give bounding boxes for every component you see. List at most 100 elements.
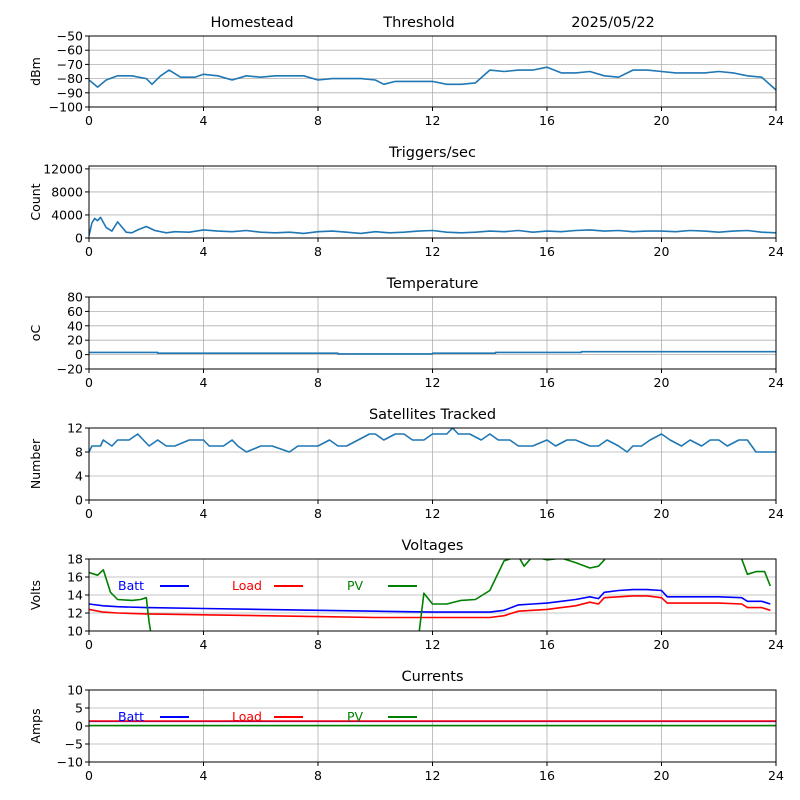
x-tick-label: 12 [425,768,441,783]
y-tick-label: 12 [67,421,83,436]
x-tick-label: 20 [654,244,670,259]
x-tick-label: 0 [85,506,93,521]
y-tick-label: 14 [67,588,83,603]
series-line-main [89,350,776,355]
x-tick-label: 20 [654,375,670,390]
x-tick-label: 12 [425,506,441,521]
x-tick-label: 20 [654,506,670,521]
x-tick-label: 0 [85,113,93,128]
x-tick-label: 12 [425,244,441,259]
series-line-pv [89,559,772,631]
panel-title: Voltages [402,538,464,554]
legend-label-pv: PV [347,709,364,724]
y-tick-label: 10 [67,624,83,639]
x-tick-label: 16 [539,506,555,521]
y-tick-label: 0 [75,231,83,246]
panel-5: 0 4 8 12 16 20 24 10 12 14 16 18 Voltages Volts Batt Lo… [28,538,784,652]
y-axis-label: Number [28,438,43,489]
x-tick-label: 16 [539,637,555,652]
y-tick-label: 8000 [51,184,83,199]
x-tick-label: 8 [314,244,322,259]
y-tick-label: 5 [75,701,83,716]
x-tick-label: 16 [539,113,555,128]
x-tick-label: 16 [539,244,555,259]
y-tick-label: −100 [49,100,83,115]
y-axis-label: dBm [28,57,43,86]
x-tick-label: 20 [654,768,670,783]
x-tick-label: 24 [768,637,784,652]
y-tick-label: 20 [67,333,83,348]
y-tick-label: 18 [67,552,83,567]
x-tick-label: 0 [85,637,93,652]
series-line-main [89,428,776,453]
y-tick-label: 60 [67,304,83,319]
x-tick-label: 8 [314,375,322,390]
y-axis-label: oC [28,325,43,342]
x-tick-label: 12 [425,113,441,128]
y-tick-label: −5 [65,737,83,752]
y-axis-label: Count [28,183,43,220]
x-tick-label: 16 [539,768,555,783]
y-axis-label: Volts [28,580,43,610]
y-tick-label: 10 [67,683,83,698]
y-tick-label: 12000 [43,161,83,176]
x-tick-label: 4 [200,375,208,390]
y-tick-label: −10 [57,755,83,770]
y-tick-label: −70 [57,57,83,72]
y-tick-label: 40 [67,318,83,333]
series-line-batt [89,588,771,613]
x-tick-label: 24 [768,244,784,259]
y-tick-label: 0 [75,719,83,734]
panel-1: 0 4 8 12 16 20 24 −50−60−70−80−90−100 dBm [28,29,784,129]
legend-label-batt: Batt [118,578,144,593]
x-tick-label: 12 [425,637,441,652]
legend-label-pv: PV [347,578,364,593]
panel-title: Currents [401,669,463,685]
x-tick-label: 4 [200,637,208,652]
series-line-main [89,66,776,91]
x-tick-label: 4 [200,506,208,521]
x-tick-label: 24 [768,768,784,783]
header-station: Homestead [210,15,293,31]
panel-title: Temperature [386,276,479,292]
panel-6: 0 4 8 12 16 20 24 −10 −5 0 5 10 Currents Amps Batt Load… [28,669,784,783]
y-tick-label: 0 [75,493,83,508]
y-tick-label: 4 [75,469,83,484]
y-tick-label: 4000 [51,207,83,222]
x-tick-label: 8 [314,113,322,128]
y-tick-label: −90 [57,85,83,100]
series-line-main [89,216,776,236]
x-tick-label: 12 [425,375,441,390]
panel-2: 0 4 8 12 16 20 24 0 4000 8000 12000 Triggers/sec Cou… [28,145,784,259]
y-tick-label: −80 [57,71,83,86]
panel-title: Satellites Tracked [369,407,496,423]
panel-4: 0 4 8 12 16 20 24 0 4 8 12 Satellites Tracked Number [28,407,784,521]
y-tick-label: −60 [57,43,83,58]
y-axis-label: Amps [28,708,43,743]
header-mode: Threshold [382,15,454,31]
x-tick-label: 0 [85,375,93,390]
x-tick-label: 8 [314,768,322,783]
x-tick-label: 4 [200,244,208,259]
y-tick-label: −50 [57,29,83,44]
x-tick-label: 8 [314,506,322,521]
x-tick-label: 24 [768,113,784,128]
x-tick-label: 0 [85,244,93,259]
x-tick-label: 20 [654,113,670,128]
y-tick-label: 8 [75,445,83,460]
x-tick-label: 20 [654,637,670,652]
header-date: 2025/05/22 [571,15,655,31]
x-tick-label: 24 [768,506,784,521]
y-tick-label: 80 [67,290,83,305]
x-tick-label: 16 [539,375,555,390]
legend-label-load: Load [232,709,262,724]
legend-label-load: Load [232,578,262,593]
legend-label-batt: Batt [118,709,144,724]
x-tick-label: 4 [200,113,208,128]
x-tick-label: 4 [200,768,208,783]
y-tick-label: 0 [75,347,83,362]
series-line-load [89,595,771,619]
y-tick-label: −20 [57,362,83,377]
